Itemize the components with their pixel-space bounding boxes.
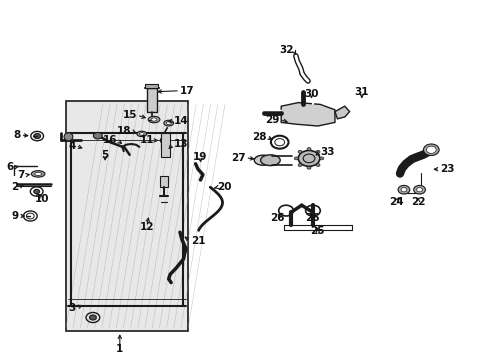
Bar xyxy=(66,101,188,331)
Circle shape xyxy=(315,163,319,166)
Circle shape xyxy=(294,157,298,160)
Text: 19: 19 xyxy=(193,152,207,162)
Circle shape xyxy=(397,185,409,194)
Text: 9: 9 xyxy=(11,211,19,221)
Circle shape xyxy=(315,150,319,153)
Text: 5: 5 xyxy=(102,150,108,160)
Ellipse shape xyxy=(254,155,271,165)
Polygon shape xyxy=(334,106,349,119)
Circle shape xyxy=(426,146,435,153)
Circle shape xyxy=(306,148,310,150)
Text: 22: 22 xyxy=(410,197,425,207)
Text: 2: 2 xyxy=(11,182,18,192)
Text: 17: 17 xyxy=(180,86,194,96)
Ellipse shape xyxy=(31,171,45,177)
Text: 27: 27 xyxy=(230,153,245,163)
Circle shape xyxy=(34,189,40,194)
Ellipse shape xyxy=(64,133,73,141)
Text: 10: 10 xyxy=(34,194,49,204)
Text: 13: 13 xyxy=(173,139,188,149)
Text: 16: 16 xyxy=(102,135,117,145)
Ellipse shape xyxy=(260,155,280,166)
Text: 12: 12 xyxy=(139,222,154,232)
Circle shape xyxy=(298,150,319,166)
Circle shape xyxy=(306,166,310,169)
Circle shape xyxy=(319,157,323,160)
Bar xyxy=(146,88,157,112)
Circle shape xyxy=(413,185,425,194)
Circle shape xyxy=(400,188,406,192)
Text: 11: 11 xyxy=(139,135,154,145)
Text: 26: 26 xyxy=(269,213,284,223)
Circle shape xyxy=(416,188,422,192)
Text: 4: 4 xyxy=(68,141,76,151)
Circle shape xyxy=(34,134,41,139)
Text: 14: 14 xyxy=(173,116,188,126)
Circle shape xyxy=(93,132,102,139)
Text: 33: 33 xyxy=(320,147,334,157)
Text: 26: 26 xyxy=(304,213,319,223)
Text: 20: 20 xyxy=(217,182,232,192)
Text: 7: 7 xyxy=(17,170,24,180)
Bar xyxy=(144,84,158,88)
Ellipse shape xyxy=(151,118,157,121)
Text: 31: 31 xyxy=(354,87,368,97)
Circle shape xyxy=(89,315,96,320)
Text: 3: 3 xyxy=(68,303,76,313)
Text: 15: 15 xyxy=(122,110,137,120)
Circle shape xyxy=(298,163,302,166)
Ellipse shape xyxy=(35,172,41,175)
Text: 8: 8 xyxy=(13,130,20,140)
Ellipse shape xyxy=(139,132,144,135)
Text: 25: 25 xyxy=(310,226,325,236)
Ellipse shape xyxy=(148,116,160,123)
Text: 28: 28 xyxy=(251,132,266,142)
Text: 23: 23 xyxy=(439,164,454,174)
Ellipse shape xyxy=(166,122,171,125)
Text: 24: 24 xyxy=(388,197,403,207)
Text: 29: 29 xyxy=(265,114,279,125)
Text: 1: 1 xyxy=(116,344,123,354)
Bar xyxy=(161,133,170,157)
Circle shape xyxy=(423,144,438,156)
Circle shape xyxy=(298,150,302,153)
Text: 30: 30 xyxy=(304,89,318,99)
Ellipse shape xyxy=(137,131,146,136)
Text: 18: 18 xyxy=(116,126,131,136)
Bar xyxy=(160,176,168,187)
Text: 32: 32 xyxy=(278,45,293,55)
Polygon shape xyxy=(281,103,334,126)
Ellipse shape xyxy=(163,120,173,126)
Text: 6: 6 xyxy=(6,162,14,172)
Text: 21: 21 xyxy=(190,236,205,246)
